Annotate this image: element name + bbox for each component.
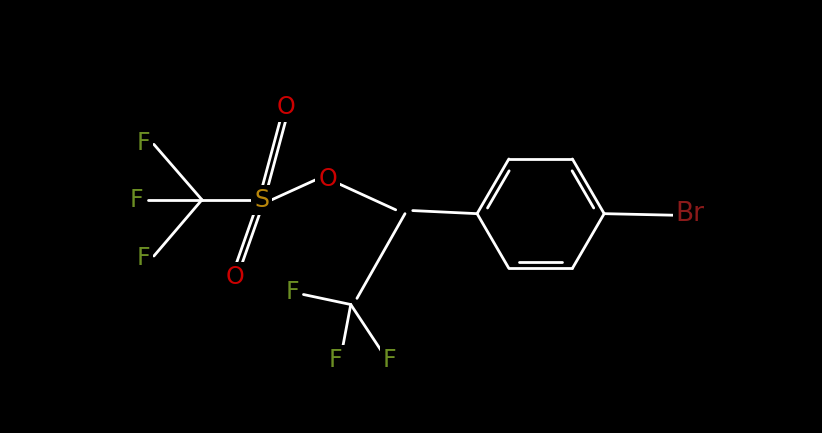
Text: O: O xyxy=(225,265,244,289)
Text: O: O xyxy=(318,167,337,191)
Text: S: S xyxy=(254,188,269,212)
Text: F: F xyxy=(130,188,144,212)
Text: F: F xyxy=(329,348,342,372)
Text: Br: Br xyxy=(676,200,704,226)
Text: F: F xyxy=(136,131,150,155)
Text: F: F xyxy=(286,280,299,304)
Text: O: O xyxy=(277,95,296,120)
Text: F: F xyxy=(383,348,396,372)
Text: F: F xyxy=(136,246,150,270)
